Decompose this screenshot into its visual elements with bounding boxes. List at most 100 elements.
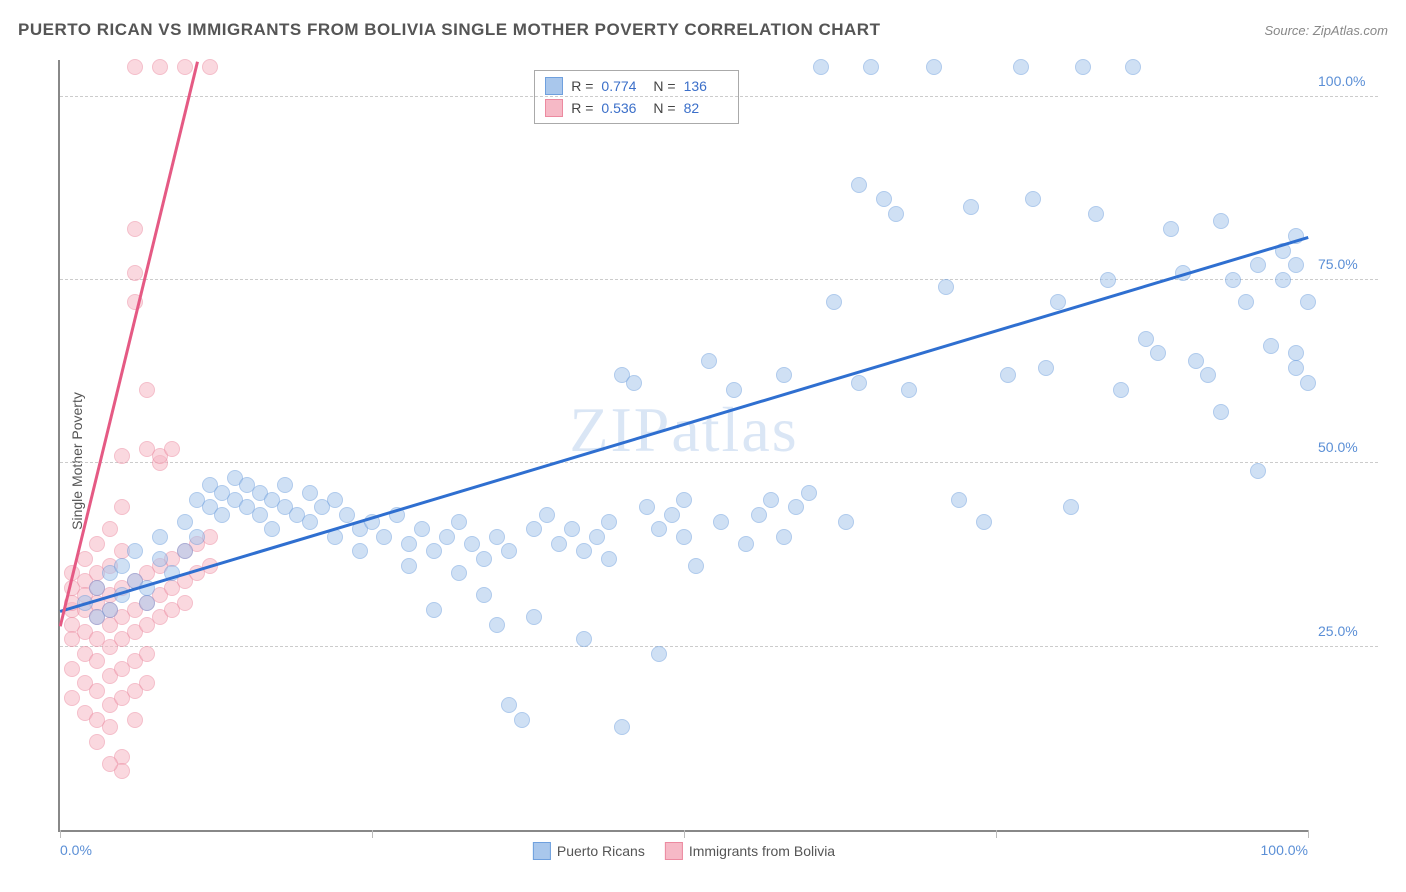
scatter-point [1163, 221, 1179, 237]
scatter-point [177, 595, 193, 611]
scatter-point [713, 514, 729, 530]
scatter-point [177, 543, 193, 559]
scatter-point [838, 514, 854, 530]
scatter-point [1188, 353, 1204, 369]
scatter-point [1050, 294, 1066, 310]
y-tick-label: 25.0% [1318, 623, 1378, 639]
scatter-point [89, 536, 105, 552]
scatter-point [589, 529, 605, 545]
scatter-point [64, 661, 80, 677]
scatter-point [1100, 272, 1116, 288]
scatter-point [976, 514, 992, 530]
chart-header: PUERTO RICAN VS IMMIGRANTS FROM BOLIVIA … [18, 20, 1388, 40]
scatter-point [564, 521, 580, 537]
scatter-point [526, 609, 542, 625]
bottom-legend: Puerto Ricans Immigrants from Bolivia [533, 842, 835, 860]
legend-label-1: Immigrants from Bolivia [689, 843, 835, 859]
stat-r-label: R = [571, 78, 593, 94]
scatter-point [1275, 272, 1291, 288]
scatter-point [1025, 191, 1041, 207]
stat-n-value-0: 136 [684, 78, 728, 94]
legend-swatch-0 [533, 842, 551, 860]
scatter-point [489, 617, 505, 633]
stat-n-label: N = [653, 100, 675, 116]
scatter-point [77, 551, 93, 567]
scatter-point [651, 521, 667, 537]
scatter-point [938, 279, 954, 295]
scatter-point [876, 191, 892, 207]
scatter-point [826, 294, 842, 310]
scatter-point [501, 543, 517, 559]
legend-label-0: Puerto Ricans [557, 843, 645, 859]
scatter-point [114, 499, 130, 515]
gridline-h [60, 96, 1378, 97]
scatter-point [89, 580, 105, 596]
swatch-series-1 [545, 99, 563, 117]
scatter-point [177, 514, 193, 530]
scatter-point [951, 492, 967, 508]
scatter-point [738, 536, 754, 552]
scatter-point [526, 521, 542, 537]
scatter-point [1013, 59, 1029, 75]
scatter-point [1138, 331, 1154, 347]
stat-r-value-1: 0.536 [601, 100, 645, 116]
chart-container: Single Mother Poverty ZIPatlas R = 0.774… [18, 50, 1388, 872]
swatch-series-0 [545, 77, 563, 95]
scatter-point [1200, 367, 1216, 383]
scatter-point [676, 492, 692, 508]
scatter-point [102, 602, 118, 618]
x-tick [684, 830, 685, 838]
y-tick-label: 100.0% [1318, 73, 1378, 89]
scatter-point [127, 221, 143, 237]
stat-n-value-1: 82 [684, 100, 728, 116]
scatter-point [851, 177, 867, 193]
scatter-point [813, 59, 829, 75]
scatter-point [639, 499, 655, 515]
scatter-point [64, 690, 80, 706]
scatter-point [1125, 59, 1141, 75]
x-tick-label: 100.0% [1261, 842, 1308, 858]
scatter-point [664, 507, 680, 523]
scatter-point [464, 536, 480, 552]
scatter-point [1250, 463, 1266, 479]
plot-area: ZIPatlas R = 0.774 N = 136 R = 0.536 N =… [58, 60, 1308, 832]
scatter-point [726, 382, 742, 398]
trend-line [59, 61, 199, 626]
scatter-point [327, 492, 343, 508]
scatter-point [152, 59, 168, 75]
scatter-point [863, 59, 879, 75]
scatter-point [551, 536, 567, 552]
gridline-h [60, 646, 1378, 647]
scatter-point [1113, 382, 1129, 398]
scatter-point [1088, 206, 1104, 222]
stat-r-value-0: 0.774 [601, 78, 645, 94]
scatter-point [1225, 272, 1241, 288]
chart-title: PUERTO RICAN VS IMMIGRANTS FROM BOLIVIA … [18, 20, 880, 40]
scatter-point [1288, 257, 1304, 273]
scatter-point [801, 485, 817, 501]
scatter-point [89, 653, 105, 669]
scatter-point [763, 492, 779, 508]
scatter-point [426, 543, 442, 559]
scatter-point [901, 382, 917, 398]
scatter-point [476, 551, 492, 567]
scatter-point [127, 265, 143, 281]
scatter-point [676, 529, 692, 545]
scatter-point [302, 485, 318, 501]
scatter-point [501, 697, 517, 713]
scatter-point [451, 565, 467, 581]
scatter-point [302, 514, 318, 530]
scatter-point [626, 375, 642, 391]
x-tick-minor [372, 830, 373, 838]
scatter-point [252, 507, 268, 523]
scatter-point [152, 529, 168, 545]
scatter-point [776, 367, 792, 383]
scatter-point [102, 719, 118, 735]
x-tick-label: 0.0% [60, 842, 92, 858]
scatter-point [1213, 404, 1229, 420]
scatter-point [614, 719, 630, 735]
scatter-point [139, 382, 155, 398]
scatter-point [1238, 294, 1254, 310]
scatter-point [489, 529, 505, 545]
scatter-point [476, 587, 492, 603]
